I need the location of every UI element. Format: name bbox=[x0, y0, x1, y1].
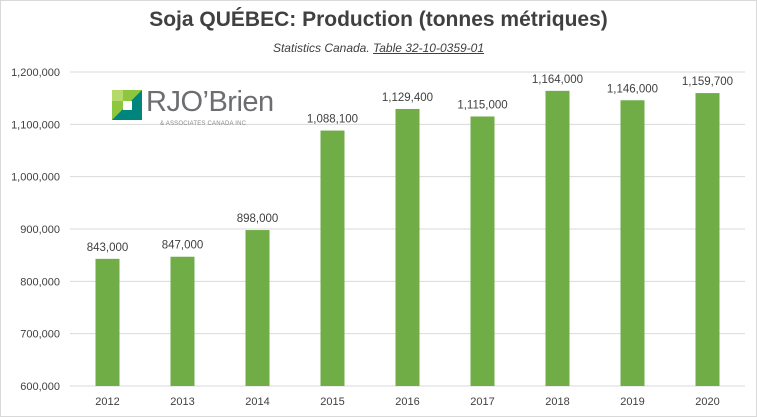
x-tick-label: 2017 bbox=[470, 396, 494, 408]
data-labels: 843,000 847,000 898,000 1,088,100 1,129,400 1… bbox=[87, 74, 733, 254]
y-tick-label: 800,000 bbox=[20, 276, 60, 288]
x-tick-label: 2012 bbox=[95, 396, 119, 408]
bar bbox=[470, 116, 495, 386]
logo-tagline: & ASSOCIATES CANADA INC bbox=[160, 121, 247, 127]
bars bbox=[95, 90, 720, 387]
data-label: 1,129,400 bbox=[382, 92, 433, 104]
x-tick-label: 2013 bbox=[170, 396, 194, 408]
subtitle-table-ref: Table 32-10-0359-01 bbox=[373, 41, 485, 55]
data-label: 898,000 bbox=[237, 213, 279, 225]
y-tick-label: 1,000,000 bbox=[11, 172, 60, 184]
y-axis-labels: 600,000 700,000 800,000 900,000 1,000,000 1,1… bbox=[11, 67, 60, 393]
x-tick-label: 2016 bbox=[395, 396, 419, 408]
data-label: 1,115,000 bbox=[457, 99, 507, 111]
bar bbox=[95, 258, 120, 386]
x-tick-label: 2014 bbox=[245, 396, 269, 408]
data-label: 1,164,000 bbox=[532, 74, 583, 86]
data-label: 843,000 bbox=[87, 242, 129, 254]
bar bbox=[545, 90, 570, 386]
chart-title: Soja QUÉBEC: Production (tonnes métrique… bbox=[149, 8, 608, 31]
bar bbox=[395, 108, 420, 387]
logo-mark-icon bbox=[112, 90, 142, 120]
y-tick-label: 900,000 bbox=[20, 224, 60, 236]
bar bbox=[695, 93, 720, 386]
y-tick-label: 1,200,000 bbox=[11, 67, 60, 79]
subtitle-source: Statistics Canada. bbox=[272, 41, 370, 55]
y-tick-label: 600,000 bbox=[20, 381, 60, 393]
bar bbox=[320, 130, 345, 386]
x-axis-labels: 2012 2013 2014 2015 2016 2017 2018 2019 2020 bbox=[95, 396, 719, 408]
rjobrien-logo: RJO’Brien & ASSOCIATES CANADA INC bbox=[112, 86, 274, 132]
data-label: 1,159,700 bbox=[682, 76, 733, 88]
bar bbox=[170, 256, 195, 386]
x-tick-label: 2018 bbox=[545, 396, 569, 408]
x-tick-label: 2019 bbox=[620, 396, 644, 408]
data-label: 1,088,100 bbox=[307, 114, 358, 126]
x-tick-label: 2015 bbox=[320, 396, 344, 408]
bar bbox=[620, 100, 645, 386]
logo-wordmark: RJO’Brien bbox=[146, 86, 274, 118]
x-tick-label: 2020 bbox=[695, 396, 719, 408]
data-label: 847,000 bbox=[162, 240, 204, 252]
chart-subtitle: Statistics Canada. Table 32-10-0359-01 bbox=[0, 41, 757, 55]
y-tick-label: 1,100,000 bbox=[11, 119, 60, 131]
y-tick-label: 700,000 bbox=[20, 329, 60, 341]
data-label: 1,146,000 bbox=[607, 83, 658, 95]
bar bbox=[245, 230, 270, 386]
